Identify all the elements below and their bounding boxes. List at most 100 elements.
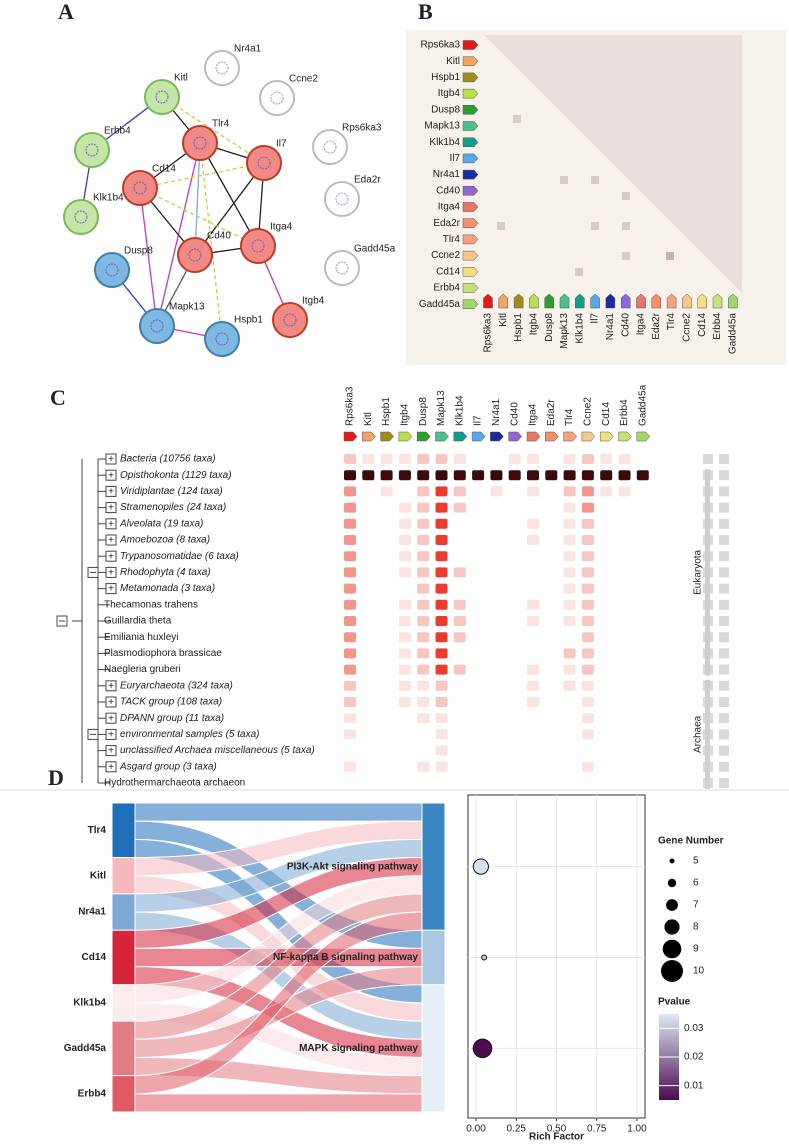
gene-label: Nr4a1 [78, 907, 106, 918]
profile-cell [344, 778, 356, 788]
expand-sign: + [108, 454, 114, 465]
profile-cell [344, 697, 356, 707]
profile-cell [472, 665, 484, 675]
profile-cell [581, 454, 594, 464]
profile-cell [600, 778, 612, 788]
protein-icon [335, 261, 349, 275]
profile-cell [509, 713, 521, 723]
profile-cell [417, 664, 430, 675]
profile-cell [564, 729, 576, 739]
profile-cell [563, 518, 576, 529]
colorbar-label: 0.02 [684, 1052, 704, 1063]
profile-cell [619, 648, 631, 658]
profile-cell [344, 632, 356, 643]
profile-cell [362, 729, 374, 739]
profile-cell [509, 681, 521, 691]
profile-cell [454, 746, 466, 756]
row-label: Itga4 [438, 202, 461, 213]
matrix-cell [513, 115, 521, 123]
profile-cell [527, 762, 539, 772]
profile-cell [509, 665, 521, 675]
column-label: Rps6ka3 [483, 313, 494, 353]
profile-cell [527, 584, 539, 594]
profile-cell [399, 713, 411, 723]
profile-side [719, 583, 729, 594]
legend-label: 5 [693, 856, 699, 867]
profile-cell [490, 665, 502, 675]
gene-tag [508, 431, 523, 442]
profile-cell [398, 664, 411, 675]
taxon-label: Rhodophyta (4 taxa) [120, 567, 211, 578]
profile-cell [637, 713, 649, 723]
column-label: Eda2r [651, 312, 662, 339]
profile-cell [435, 632, 448, 643]
profile-cell [381, 519, 393, 529]
profile-cell [619, 697, 631, 707]
bubble [481, 954, 488, 961]
node-label: Dusp8 [124, 246, 153, 257]
profile-cell [417, 551, 430, 562]
profile-cell [435, 518, 448, 529]
node-label: Gadd45a [354, 244, 396, 255]
gene-tag [380, 431, 394, 442]
profile-cell [472, 616, 484, 626]
profile-cell [381, 665, 393, 675]
profile-cell [619, 762, 631, 772]
profile-cell [435, 535, 448, 545]
profile-cell [490, 697, 502, 707]
profile-cell [619, 600, 631, 610]
profile-side [719, 778, 729, 788]
profile-cell [435, 729, 448, 740]
profile-cell [545, 600, 557, 610]
legend-size [661, 960, 683, 982]
profile-cell [563, 648, 576, 659]
profile-cell [417, 470, 430, 481]
profile-cell [344, 454, 356, 464]
column-label: Tlr4 [564, 408, 575, 426]
profile-cell [563, 680, 576, 691]
gene-tag [462, 250, 479, 261]
profile-cell [398, 697, 411, 707]
profile-cell [600, 665, 612, 675]
gene-tag [462, 283, 479, 293]
profile-cell [509, 519, 521, 529]
row-label: Klk1b4 [429, 137, 460, 148]
profile-cell [435, 616, 448, 626]
gene-tag [462, 40, 479, 50]
profile-cell [417, 567, 430, 578]
profile-cell [344, 502, 356, 513]
legend-title: Pvalue [658, 997, 691, 1008]
gene-tag [416, 431, 431, 442]
sankey-link [134, 802, 423, 822]
profile-cell [435, 486, 448, 497]
gene-tag [559, 293, 570, 309]
gene-tag [563, 431, 577, 442]
profile-cell [563, 567, 576, 578]
node-label: Hspb1 [234, 315, 263, 326]
gene-tag [462, 186, 479, 196]
gene-tag [462, 121, 479, 131]
profile-cell [362, 567, 374, 577]
row-label: Cd14 [436, 266, 460, 277]
profile-cell [472, 486, 484, 496]
profile-cell [619, 519, 631, 529]
profile-side [719, 697, 729, 707]
profile-side [719, 713, 729, 724]
gene-label: Klk1b4 [73, 998, 106, 1009]
profile-cell [619, 665, 631, 675]
profile-cell [490, 535, 502, 545]
profile-cell [619, 632, 631, 642]
gene-tag [666, 293, 677, 309]
profile-cell [509, 762, 521, 772]
network-node [182, 125, 218, 161]
gene-tag [575, 293, 585, 309]
node-label: Itga4 [270, 222, 293, 233]
legend-label: 7 [693, 900, 699, 911]
profile-cell [344, 616, 356, 626]
profile-cell [527, 778, 539, 788]
taxon-label: Opisthokonta (1129 taxa) [120, 470, 232, 481]
row-label: Tlr4 [443, 234, 461, 245]
profile-cell [417, 632, 430, 643]
profile-cell [581, 697, 594, 707]
profile-cell [399, 746, 411, 756]
